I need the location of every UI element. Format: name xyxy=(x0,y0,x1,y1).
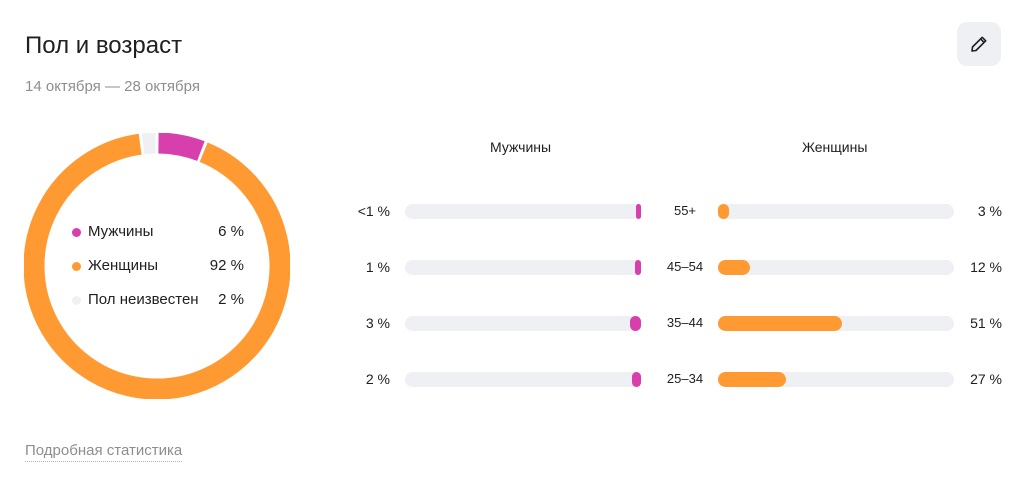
female-bar xyxy=(718,204,730,219)
page-title: Пол и возраст xyxy=(25,32,183,59)
legend-value: 6 % xyxy=(218,223,244,240)
female-bar-track xyxy=(718,260,954,275)
age-group-label: 25–34 xyxy=(666,371,704,386)
legend-label: Пол неизвестен xyxy=(88,291,199,308)
male-percent: <1 % xyxy=(357,203,390,219)
age-row-25-34: 2 % 25–34 27 % xyxy=(340,368,1010,390)
age-group-label: 45–54 xyxy=(666,259,704,274)
gender-legend: Мужчины 6 % Женщины 92 % Пол неизвестен … xyxy=(72,220,244,322)
legend-label: Женщины xyxy=(88,257,159,274)
detailed-stats-link[interactable]: Подробная статистика xyxy=(25,441,183,462)
male-bar-track xyxy=(405,316,641,331)
unknown-dot-icon xyxy=(72,296,81,305)
donut-segment-unknown xyxy=(141,133,156,155)
male-bar-track xyxy=(405,372,641,387)
female-column-header: Женщины xyxy=(802,139,868,155)
legend-label: Мужчины xyxy=(88,223,154,240)
legend-value: 2 % xyxy=(218,291,244,308)
male-bar xyxy=(629,316,641,331)
male-column-header: Мужчины xyxy=(490,139,552,155)
male-bar-track xyxy=(405,204,641,219)
legend-value: 92 % xyxy=(209,257,244,274)
legend-item-female: Женщины 92 % xyxy=(72,254,244,288)
age-row-55plus: <1 % 55+ 3 % xyxy=(340,200,1010,222)
date-range: 14 октября — 28 октября xyxy=(25,78,200,95)
female-bar-track xyxy=(718,316,954,331)
female-percent: 12 % xyxy=(970,259,1002,275)
female-percent: 51 % xyxy=(970,315,1002,331)
male-bar xyxy=(634,260,641,275)
legend-item-unknown: Пол неизвестен 2 % xyxy=(72,288,244,322)
age-group-label: 35–44 xyxy=(666,315,704,330)
male-percent: 3 % xyxy=(365,315,390,331)
legend-item-male: Мужчины 6 % xyxy=(72,220,244,254)
female-bar-track xyxy=(718,204,954,219)
male-dot-icon xyxy=(72,228,81,237)
donut-segment-male xyxy=(158,133,205,162)
male-bar xyxy=(635,204,641,219)
pencil-icon xyxy=(971,36,987,52)
female-bar xyxy=(718,316,843,331)
male-percent: 2 % xyxy=(365,371,390,387)
donut-segment-female xyxy=(24,133,290,399)
female-bar-track xyxy=(718,372,954,387)
male-percent: 1 % xyxy=(365,259,390,275)
gender-donut-chart xyxy=(24,133,290,399)
age-group-label: 55+ xyxy=(673,203,697,218)
male-bar-track xyxy=(405,260,641,275)
female-percent: 27 % xyxy=(970,371,1002,387)
male-bar xyxy=(632,372,641,387)
female-bar xyxy=(718,372,786,387)
age-row-45-54: 1 % 45–54 12 % xyxy=(340,256,1010,278)
female-bar xyxy=(718,260,751,275)
edit-button[interactable] xyxy=(957,22,1001,66)
female-percent: 3 % xyxy=(977,203,1002,219)
female-dot-icon xyxy=(72,262,81,271)
age-row-35-44: 3 % 35–44 51 % xyxy=(340,312,1010,334)
